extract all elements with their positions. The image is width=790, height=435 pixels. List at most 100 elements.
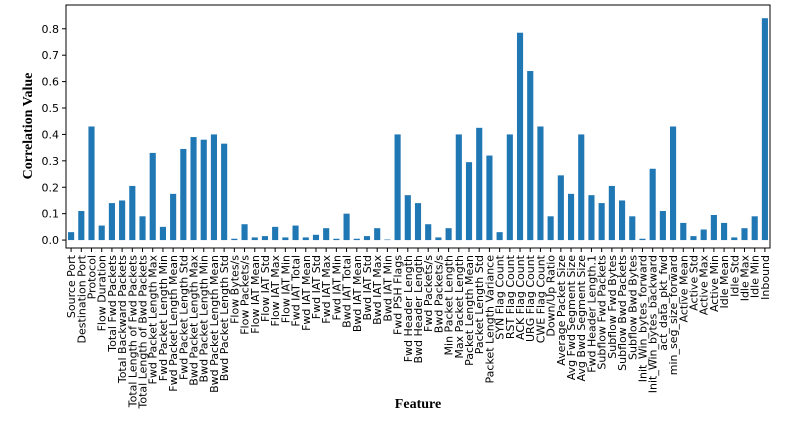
bar — [486, 155, 493, 241]
x-tick-label: Average Packet Size — [555, 255, 568, 366]
x-tick-label: Avg Bwd Segment Size — [575, 255, 588, 382]
x-tick-label: RST Flag Count — [504, 254, 517, 339]
x-tick-label: Active Std — [687, 255, 700, 311]
y-tick-label: 0.2 — [42, 181, 60, 194]
bar — [190, 137, 197, 241]
bar — [547, 216, 554, 241]
bar — [516, 32, 524, 241]
bar — [670, 126, 677, 241]
bar — [119, 200, 126, 241]
bar — [761, 18, 768, 241]
x-tick-label: Flow IAT Std — [259, 255, 272, 322]
y-tick-label: 0.4 — [42, 128, 60, 141]
bar — [292, 225, 299, 241]
x-tick-label: Fwd IAT Min — [330, 255, 343, 320]
y-tick-label: 0.6 — [42, 76, 60, 89]
bar — [465, 162, 473, 241]
bar — [710, 214, 717, 241]
x-axis-label: Feature — [395, 397, 441, 412]
bar — [598, 203, 605, 241]
bar — [139, 216, 146, 241]
bar — [455, 134, 462, 241]
x-tick-label: Bwd IAT Mean — [351, 255, 364, 332]
bar — [200, 139, 207, 241]
y-tick-label: 0.1 — [42, 208, 60, 221]
x-tick-label: Fwd IAT Mean — [300, 255, 313, 331]
x-tick-label: Min Packet Length — [443, 255, 456, 355]
x-tick-label: Bwd Packet Length Std — [218, 255, 231, 381]
plot-frame — [65, 4, 771, 249]
bar — [374, 228, 381, 241]
bar — [618, 200, 626, 241]
bar — [639, 238, 646, 241]
x-tick-label: Flow Packets/s — [239, 255, 252, 335]
y-axis-label: Correlation Value — [21, 73, 36, 180]
x-tick-label: Protocol — [86, 255, 99, 299]
x-tick-label: Bwd IAT Min — [381, 255, 394, 322]
bar — [180, 148, 187, 241]
bar — [170, 193, 177, 241]
bar — [414, 203, 422, 241]
bar — [68, 232, 75, 241]
y-tick-label: 0.5 — [42, 102, 60, 115]
x-tick-label: CWE Flag Count — [534, 254, 547, 343]
x-tick-label: Subflow Fwd Packets — [596, 255, 609, 370]
x-tick-label: ACK Flag Count — [514, 254, 527, 340]
bar — [608, 185, 615, 241]
x-tick-label: Fwd IAT Std — [310, 255, 323, 319]
bar — [435, 237, 442, 241]
x-tick-label: Total Length of Bwd Packets — [137, 255, 150, 410]
x-tick-label: Packet Length Mean — [463, 255, 476, 366]
x-tick-label: Fwd Packet Length Max — [147, 255, 160, 385]
x-tick-label: Fwd Packet Length Mean — [167, 255, 180, 392]
bar — [404, 195, 411, 241]
bar — [394, 134, 401, 241]
x-tick-label: Fwd Packet Length Min — [157, 255, 170, 381]
x-tick-label: Source Port — [65, 254, 78, 318]
bar — [629, 216, 636, 241]
x-tick-label: Flow IAT Min — [279, 255, 292, 323]
x-tick-label: Idle Min — [749, 255, 762, 298]
x-tick-label: Flow Bytes/s — [228, 255, 241, 324]
x-tick-label: Bwd IAT Total — [341, 255, 354, 328]
bar — [282, 237, 289, 241]
bar — [578, 134, 585, 241]
bar — [241, 224, 248, 241]
bar — [680, 222, 687, 241]
bar — [425, 224, 432, 241]
x-tick-label: Down/Up Ratio — [545, 255, 558, 337]
bar — [751, 216, 758, 241]
x-tick-label: Active Mean — [677, 255, 690, 323]
x-tick-label: Flow IAT Mean — [249, 255, 262, 334]
x-tick-label: SYN Flag Count — [494, 254, 507, 339]
x-tick-label: Total Fwd Packets — [106, 255, 119, 353]
x-tick-label: Bwd Header Length — [412, 255, 425, 364]
y-tick-label: 0.7 — [42, 49, 60, 62]
x-tick-label: Bwd Packet Length Mean — [208, 255, 221, 393]
x-tick-label: Fwd Header Length — [402, 255, 415, 362]
bar — [302, 237, 309, 241]
x-tick-label: Idle Std — [728, 255, 741, 297]
bar — [721, 222, 728, 241]
bar — [537, 126, 544, 241]
x-tick-label: Destination Port — [75, 254, 88, 343]
x-tick-label: Inbound — [759, 255, 772, 300]
x-tick-label: Active Min — [708, 255, 721, 312]
x-tick-label: Subflow Bwd Bytes — [626, 255, 639, 360]
bar — [149, 152, 156, 241]
bar — [690, 236, 697, 241]
bar — [129, 185, 136, 241]
bar — [221, 143, 228, 241]
bar — [741, 228, 748, 241]
x-tick-label: Fwd Packet Length Std — [177, 255, 190, 380]
bar — [108, 203, 115, 241]
x-tick-label: Total Backward Packets — [116, 255, 129, 384]
bar — [567, 193, 575, 241]
bar — [210, 134, 218, 241]
bar — [261, 236, 269, 241]
x-tick-label: Idle Max — [738, 255, 751, 302]
x-tick-label: Bwd IAT Std — [361, 255, 374, 320]
bar — [700, 229, 707, 241]
bar — [659, 211, 666, 241]
